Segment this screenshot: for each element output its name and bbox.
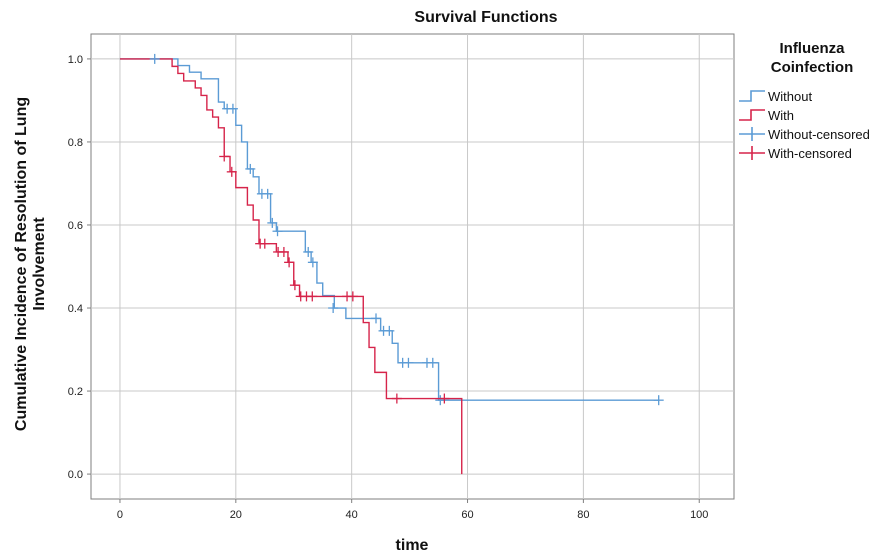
- y-tick-label: 0.8: [68, 137, 83, 149]
- legend-swatch-without: [739, 90, 765, 102]
- y-tick-label: 0.0: [68, 469, 83, 481]
- censor-mark-with: [307, 291, 318, 302]
- plot-frame: [90, 33, 735, 500]
- censor-mark-with: [278, 246, 289, 257]
- x-axis-title: time: [396, 537, 429, 554]
- censor-mark-without: [245, 163, 256, 174]
- censor-mark-without: [384, 325, 395, 336]
- y-tick-label: 0.2: [68, 386, 83, 398]
- y-axis-title-line-2: Involvement: [31, 217, 48, 311]
- censor-mark-with: [439, 393, 450, 404]
- censor-mark-without: [272, 226, 283, 237]
- censor-mark-without: [371, 313, 382, 324]
- y-axis-title: Cumulative Incidence of Resolution of Lu…: [13, 97, 48, 431]
- legend-title-line-2: Coinfection: [771, 59, 854, 76]
- legend-label-with-censored: With-censored: [768, 146, 852, 161]
- censor-mark-without: [303, 246, 314, 257]
- censor-mark-without: [403, 357, 414, 368]
- x-tick-label: 40: [346, 509, 358, 521]
- series-line-with: [119, 58, 463, 475]
- censor-mark-without: [307, 257, 318, 268]
- censor-mark-without: [149, 53, 160, 64]
- y-tick-label: 0.6: [68, 220, 83, 232]
- censor-mark-without: [227, 103, 238, 114]
- censor-mark-with: [391, 393, 402, 404]
- legend-item-with: With: [739, 108, 794, 123]
- x-tick-label: 0: [117, 509, 123, 521]
- legend-label-with: With: [768, 108, 794, 123]
- censor-mark-without: [427, 357, 438, 368]
- censor-mark-with: [289, 280, 300, 291]
- censor-mark-without: [267, 217, 278, 228]
- x-tick-label: 100: [690, 509, 708, 521]
- legend-item-without-censored: Without-censored: [739, 127, 870, 142]
- legend-title-line-1: Influenza: [779, 40, 845, 57]
- legend: Influenza Coinfection Without With Without…: [739, 40, 870, 161]
- legend-item-with-censored: With-censored: [739, 146, 852, 161]
- legend-item-without: Without: [739, 89, 812, 104]
- legend-label-without: Without: [768, 89, 812, 104]
- plot-area: 0 20 40 60 80 100 0.0 0.2 0.4 0.6 0.8 1.0: [68, 33, 735, 521]
- x-tick-label: 20: [230, 509, 242, 521]
- censor-mark-without: [328, 303, 339, 314]
- censor-mark-with: [259, 238, 270, 249]
- y-tick-label: 1.0: [68, 54, 83, 66]
- censor-mark-without: [653, 395, 664, 406]
- censor-mark-with: [284, 257, 295, 268]
- censor-mark-with: [347, 291, 358, 302]
- censor-mark-with: [219, 151, 230, 162]
- x-tick-label: 80: [577, 509, 589, 521]
- x-tick-label: 60: [461, 509, 473, 521]
- censor-mark-without: [262, 188, 273, 199]
- chart-title: Survival Functions: [414, 9, 557, 26]
- y-tick-label: 0.4: [68, 303, 83, 315]
- legend-label-without-censored: Without-censored: [768, 127, 870, 142]
- legend-swatch-with: [739, 109, 765, 121]
- censor-mark-with: [226, 166, 237, 177]
- y-axis-title-line-1: Cumulative Incidence of Resolution of Lu…: [13, 97, 30, 431]
- censor-mark-without: [435, 395, 446, 406]
